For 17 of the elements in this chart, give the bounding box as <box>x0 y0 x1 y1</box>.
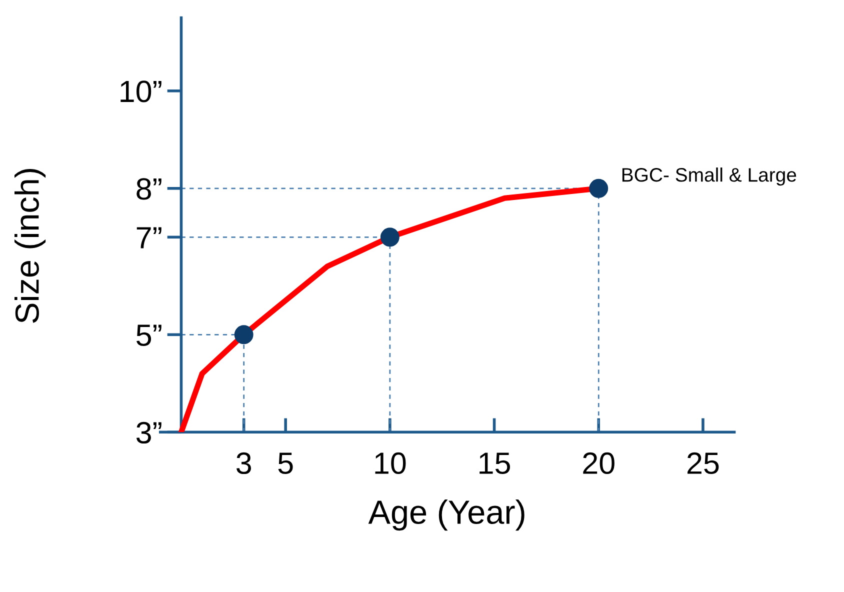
x-tick-label: 15 <box>480 452 510 474</box>
x-tick-label: 10 <box>375 452 406 474</box>
y-tick-label: 8” <box>136 178 162 200</box>
x-tick-label: 25 <box>688 452 719 474</box>
annotation: BGC- Small & Large <box>622 167 796 186</box>
y-tick-label: 10” <box>120 80 162 102</box>
x-tick-label: 3 <box>236 452 251 474</box>
y-tick-label: 7” <box>136 227 162 248</box>
x-tick-label: 5 <box>278 452 293 474</box>
point <box>380 228 400 247</box>
point <box>234 325 254 344</box>
point <box>589 178 608 198</box>
y-tick-label: 5” <box>136 324 162 346</box>
x-axis-title: Age (Year) <box>368 500 524 531</box>
x-tick-label: 20 <box>583 452 614 474</box>
y-tick-label: 3” <box>136 422 162 444</box>
y-axis-title: Size (inch) <box>14 169 46 323</box>
